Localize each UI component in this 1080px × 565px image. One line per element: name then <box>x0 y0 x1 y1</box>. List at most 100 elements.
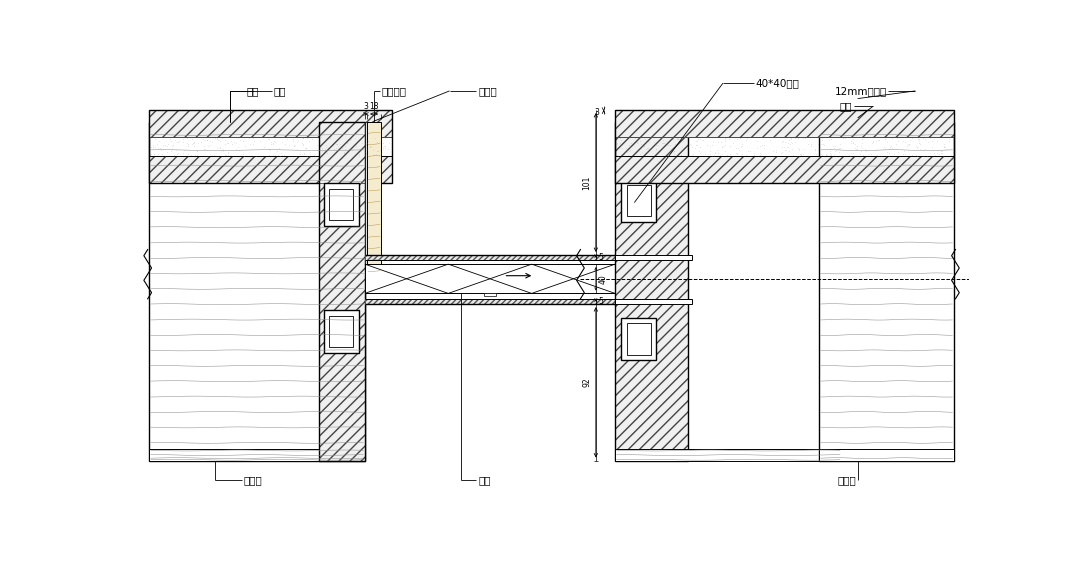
Point <box>260 151 278 160</box>
Point <box>376 142 393 151</box>
Point <box>780 143 797 152</box>
Point <box>717 136 734 145</box>
Text: 5: 5 <box>598 297 603 306</box>
Point <box>611 139 629 148</box>
Point <box>639 136 657 145</box>
Point <box>265 151 282 160</box>
Point <box>141 133 159 142</box>
Point <box>827 145 845 154</box>
Point <box>831 144 848 153</box>
Point <box>342 135 360 144</box>
Point <box>899 142 916 151</box>
Bar <box>324 183 359 225</box>
Point <box>727 149 744 158</box>
Point <box>168 137 186 146</box>
Point <box>240 134 257 143</box>
Point <box>846 144 863 153</box>
Point <box>725 139 742 148</box>
Point <box>699 141 716 150</box>
Point <box>327 144 345 153</box>
Point <box>318 143 335 152</box>
Point <box>226 137 243 146</box>
Point <box>143 150 160 159</box>
Point <box>673 150 690 159</box>
Point <box>926 151 943 160</box>
Point <box>836 133 853 142</box>
Point <box>627 138 645 147</box>
Point <box>941 137 958 146</box>
Point <box>869 136 887 145</box>
Point <box>863 139 880 148</box>
Point <box>789 144 807 153</box>
Point <box>264 140 281 149</box>
Point <box>831 147 848 156</box>
Point <box>637 145 654 154</box>
Point <box>157 141 174 150</box>
Point <box>867 145 885 154</box>
Point <box>767 133 784 142</box>
Point <box>640 137 658 146</box>
Bar <box>616 110 954 137</box>
Point <box>860 145 877 154</box>
Point <box>942 150 959 159</box>
Point <box>230 133 247 142</box>
Point <box>288 137 306 146</box>
Point <box>245 136 262 145</box>
Point <box>195 145 213 154</box>
Point <box>273 151 291 160</box>
Point <box>714 143 731 152</box>
Point <box>703 141 720 150</box>
Point <box>361 142 378 151</box>
Point <box>334 143 351 152</box>
Point <box>653 135 671 144</box>
Point <box>890 136 907 145</box>
Point <box>234 151 252 160</box>
Point <box>684 150 701 159</box>
Point <box>186 150 203 159</box>
Point <box>646 137 663 146</box>
Point <box>351 150 368 159</box>
Point <box>678 145 696 154</box>
Point <box>714 142 731 151</box>
Point <box>267 150 284 159</box>
Point <box>932 146 949 155</box>
Point <box>715 133 732 142</box>
Point <box>181 150 199 159</box>
Point <box>814 140 832 149</box>
Point <box>365 150 382 159</box>
Point <box>694 135 712 144</box>
Point <box>276 140 294 149</box>
Point <box>201 141 218 150</box>
Point <box>647 145 664 154</box>
Point <box>701 141 718 150</box>
Point <box>161 134 178 144</box>
Point <box>370 151 388 160</box>
Point <box>222 133 240 142</box>
Point <box>279 134 296 144</box>
Point <box>219 150 237 159</box>
Point <box>244 140 261 149</box>
Point <box>704 137 721 146</box>
Point <box>877 151 894 160</box>
Point <box>633 147 650 157</box>
Point <box>170 149 187 158</box>
Point <box>376 141 393 150</box>
Point <box>208 144 226 153</box>
Point <box>267 137 284 146</box>
Point <box>141 150 159 159</box>
Point <box>782 140 799 149</box>
Bar <box>626 323 650 355</box>
Point <box>163 142 180 151</box>
Point <box>363 143 380 152</box>
Bar <box>319 121 365 183</box>
Text: 40*40方管: 40*40方管 <box>755 78 799 88</box>
Point <box>295 149 312 158</box>
Point <box>261 145 279 154</box>
Point <box>813 135 831 144</box>
Point <box>339 136 356 145</box>
Point <box>200 133 217 142</box>
Point <box>638 147 656 157</box>
Point <box>926 149 943 158</box>
Point <box>186 142 203 151</box>
Bar <box>149 449 365 460</box>
